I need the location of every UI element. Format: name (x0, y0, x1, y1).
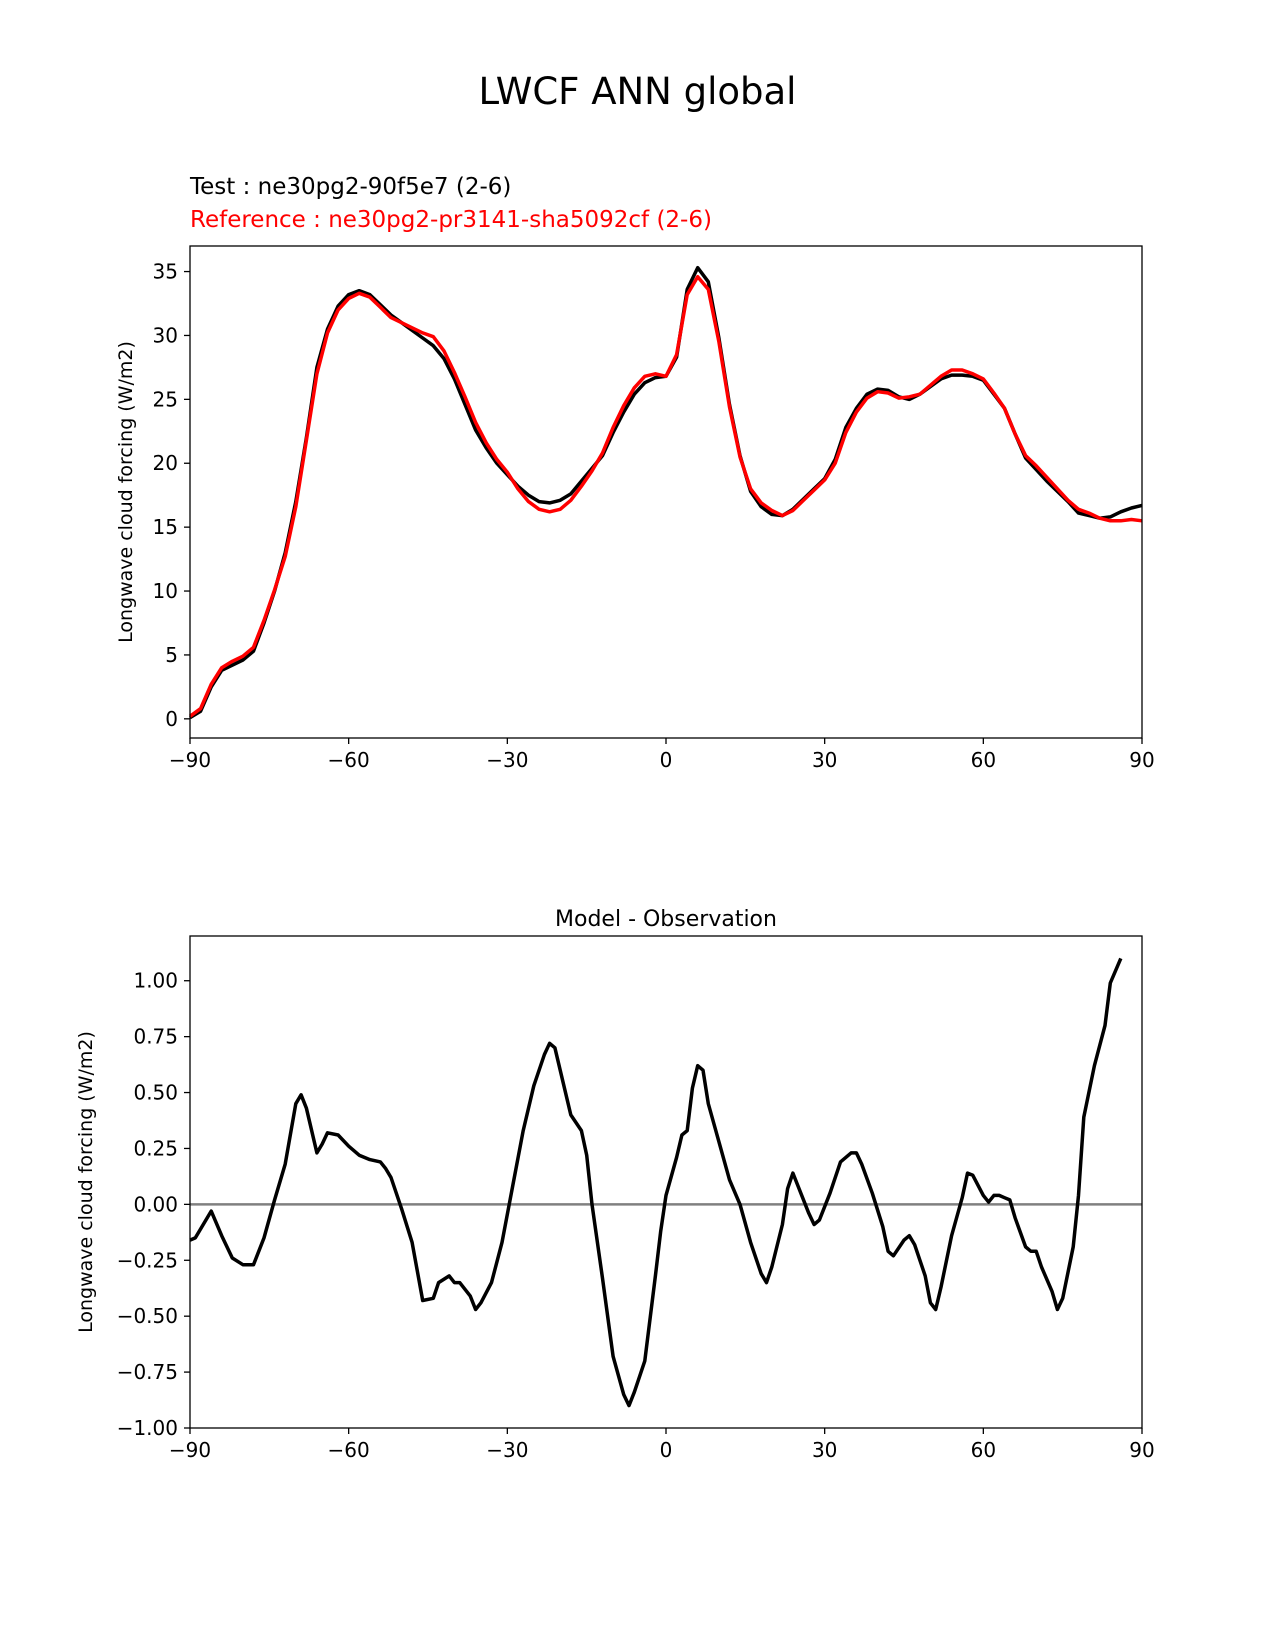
chart-0-ytick-label: 20 (153, 451, 178, 475)
chart-1-xtick-label: 30 (812, 1438, 837, 1462)
chart-0-series-1-line (188, 274, 1143, 718)
chart-1-ylabel: Longwave cloud forcing (W/m2) (75, 1031, 97, 1333)
chart-0-xtick-label: 90 (1129, 748, 1154, 772)
chart-0-xtick-label: −90 (169, 748, 211, 772)
chart-0-ytick-label: 0 (165, 707, 178, 731)
chart-1-xtick-label: 0 (660, 1438, 673, 1462)
chart-0-xtick-label: 0 (660, 748, 673, 772)
chart-0-ytick-label: 10 (153, 579, 178, 603)
chart-0-xtick-label: −60 (328, 748, 370, 772)
chart-0-ytick-label: 15 (153, 515, 178, 539)
chart-0-ytick-label: 25 (153, 387, 178, 411)
difference-chart: Model - Observation −90 −60 −30 0 30 60 90 −1.00… (75, 907, 1155, 1462)
legend-reference-label: Reference : ne30pg2-pr3141-sha5092cf (2-… (190, 207, 712, 233)
legend-test-label: Test : ne30pg2-90f5e7 (2-6) (190, 174, 512, 200)
chart-1-axes-frame (189, 935, 1143, 1429)
chart-1-ytick-label: 1.00 (133, 969, 178, 993)
chart-1-xtick-label: 90 (1129, 1438, 1154, 1462)
figure-title: LWCF ANN global (478, 70, 797, 113)
chart-1-ytick-label: 0.75 (133, 1025, 178, 1049)
chart-0-ytick-label: 5 (165, 643, 178, 667)
chart-1-series-0-line (189, 957, 1123, 1408)
chart-1-ytick-label: 0.25 (133, 1136, 178, 1160)
chart-1-ytick-label: 0.50 (133, 1081, 178, 1105)
chart-1-ytick-label: −0.75 (117, 1360, 178, 1384)
chart-1-xtick-label: −90 (169, 1438, 211, 1462)
chart-1-ytick-label: −0.25 (117, 1248, 178, 1272)
chart-0-xtick-label: −30 (486, 748, 528, 772)
chart-1-xtick-label: −30 (486, 1438, 528, 1462)
chart-0-xtick-label: 60 (971, 748, 996, 772)
chart-1-xtick-label: −60 (328, 1438, 370, 1462)
chart-0-xtick-label: 30 (812, 748, 837, 772)
chart-0-series-0-line (189, 265, 1143, 720)
chart-1-ytick-label: −1.00 (117, 1416, 178, 1440)
chart-1-title: Model - Observation (555, 907, 777, 932)
chart-0-ytick-label: 30 (153, 323, 178, 347)
chart-1-xtick-label: 60 (971, 1438, 996, 1462)
chart-1-ytick-label: 0.00 (133, 1192, 178, 1216)
chart-0-ytick-label: 35 (153, 260, 178, 284)
climatology-chart: −90 −60 −30 0 30 60 90 0 5 10 15 20 25 30 35 Longwave c… (115, 245, 1155, 772)
chart-1-ytick-label: −0.50 (117, 1304, 178, 1328)
chart-0-ylabel: Longwave cloud forcing (W/m2) (115, 341, 137, 643)
